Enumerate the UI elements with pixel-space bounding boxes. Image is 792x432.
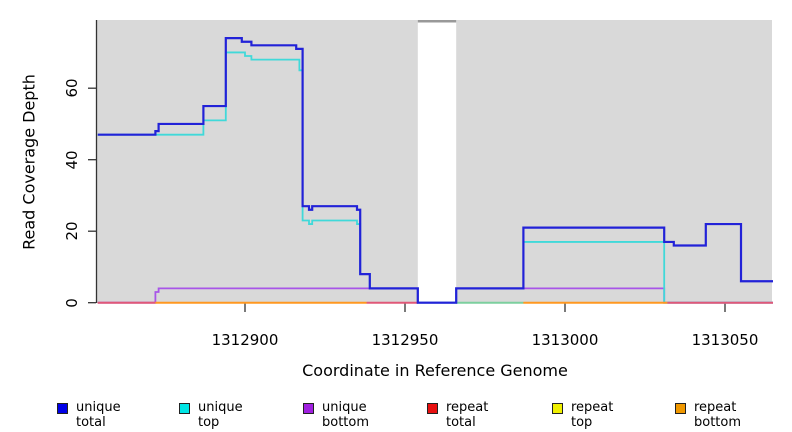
y-tick-label: 20 xyxy=(63,221,81,241)
legend-swatch-unique_top-icon xyxy=(179,403,190,414)
x-axis-title: Coordinate in Reference Genome xyxy=(302,361,568,380)
x-tick-label: 1313000 xyxy=(531,331,599,349)
y-axis-title: Read Coverage Depth xyxy=(19,74,39,250)
legend-label: repeat bottom xyxy=(694,400,742,430)
legend-label: unique total xyxy=(76,400,121,430)
legend-label: unique top xyxy=(198,400,243,430)
y-tick-label: 60 xyxy=(63,78,81,98)
x-tick-label: 1312900 xyxy=(211,331,279,349)
y-tick-label: 40 xyxy=(63,150,81,170)
legend-label: unique bottom xyxy=(322,400,370,430)
legend-label: repeat total xyxy=(446,400,489,430)
legend-swatch-repeat_total-icon xyxy=(427,403,438,414)
x-tick-label: 1312950 xyxy=(371,331,439,349)
legend: unique total unique top unique bottom repea… xyxy=(0,398,792,430)
legend-swatch-repeat_top-icon xyxy=(552,403,563,414)
legend-swatch-unique_bottom-icon xyxy=(303,403,314,414)
x-tick-label: 1313050 xyxy=(691,331,759,349)
coverage-gap-region xyxy=(417,20,457,303)
legend-swatch-unique_total-icon xyxy=(57,403,68,414)
legend-label: repeat top xyxy=(571,400,614,430)
y-tick-label: 0 xyxy=(63,297,81,308)
legend-swatch-repeat_bottom-icon xyxy=(675,403,686,414)
series-unique_total-line xyxy=(97,37,773,304)
